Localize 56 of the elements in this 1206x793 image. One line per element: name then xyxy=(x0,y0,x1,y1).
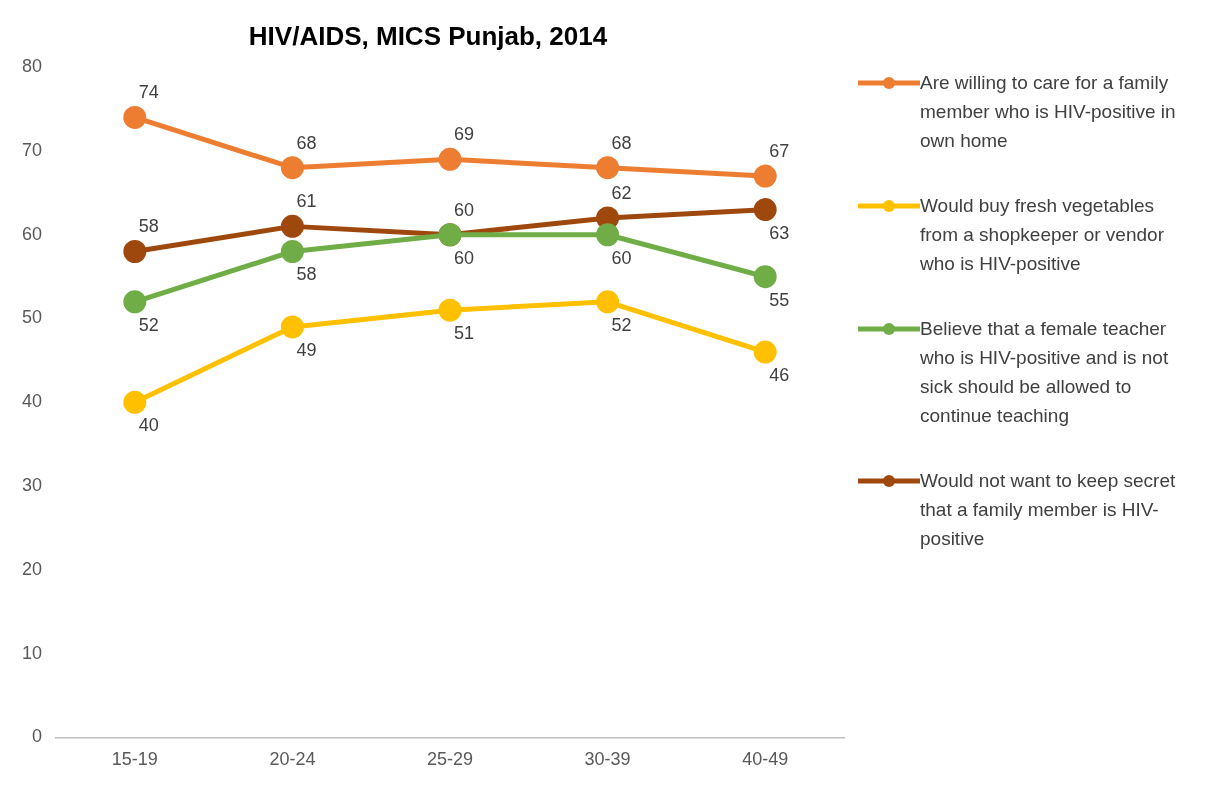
chart-title: HIV/AIDS, MICS Punjab, 2014 xyxy=(248,20,608,51)
point xyxy=(123,290,147,314)
data-label: 55 xyxy=(769,289,790,310)
data-label: 69 xyxy=(454,124,475,145)
y-tick-label: 0 xyxy=(32,726,43,747)
point xyxy=(280,240,304,264)
x-tick-label: 25-29 xyxy=(426,749,474,770)
point xyxy=(438,147,462,171)
data-label: 60 xyxy=(454,199,475,220)
point xyxy=(753,265,777,289)
point xyxy=(123,240,147,264)
x-tick-label: 15-19 xyxy=(111,749,158,770)
x-tick-label: 30-39 xyxy=(584,749,631,770)
data-label: 68 xyxy=(296,132,317,153)
x-tick-label: 40-49 xyxy=(742,749,789,770)
y-tick-label: 40 xyxy=(21,391,43,412)
y-tick-label: 10 xyxy=(21,642,43,663)
point xyxy=(753,164,777,188)
data-label: 52 xyxy=(138,314,159,335)
data-label: 49 xyxy=(296,339,317,360)
data-label: 60 xyxy=(454,247,475,268)
point xyxy=(280,214,304,238)
point xyxy=(123,105,147,129)
legend-label: Would buy fresh vegetables from a shopkeeper or vendor who is HIV-positive xyxy=(920,194,1165,276)
point xyxy=(753,198,777,222)
legend-label: Believe that a female teacher who is HIV-positive and is not sick should be allowed to continue teaching xyxy=(920,317,1170,428)
y-tick-label: 70 xyxy=(21,139,43,160)
x-tick-label: 20-24 xyxy=(269,749,316,770)
point xyxy=(280,315,304,339)
data-label: 74 xyxy=(138,82,159,103)
data-label: 52 xyxy=(611,314,632,335)
y-tick-label: 20 xyxy=(21,558,43,579)
data-label: 62 xyxy=(611,182,632,203)
y-tick-label: 60 xyxy=(21,223,43,244)
y-tick-label: 80 xyxy=(21,56,43,77)
point xyxy=(596,290,620,314)
data-label: 63 xyxy=(769,222,790,243)
data-label: 58 xyxy=(138,216,159,237)
y-tick-label: 50 xyxy=(21,307,43,328)
legend-label: Would not want to keep secret that a family member is HIV-positive xyxy=(920,469,1177,551)
data-label: 61 xyxy=(296,191,317,212)
point xyxy=(280,156,304,180)
data-label: 60 xyxy=(611,247,632,268)
data-label: 40 xyxy=(138,415,159,436)
data-label: 46 xyxy=(769,365,790,385)
point xyxy=(438,298,462,322)
legend-label: Are willing to care for a family member who is HIV-positive in own home xyxy=(920,71,1177,153)
point xyxy=(123,390,147,414)
y-tick-label: 30 xyxy=(21,475,43,496)
data-label: 51 xyxy=(454,323,475,344)
point xyxy=(753,340,777,364)
data-label: 68 xyxy=(611,132,632,153)
data-label: 58 xyxy=(296,264,317,285)
data-label: 67 xyxy=(769,141,790,162)
point xyxy=(596,156,620,180)
point xyxy=(596,223,620,247)
